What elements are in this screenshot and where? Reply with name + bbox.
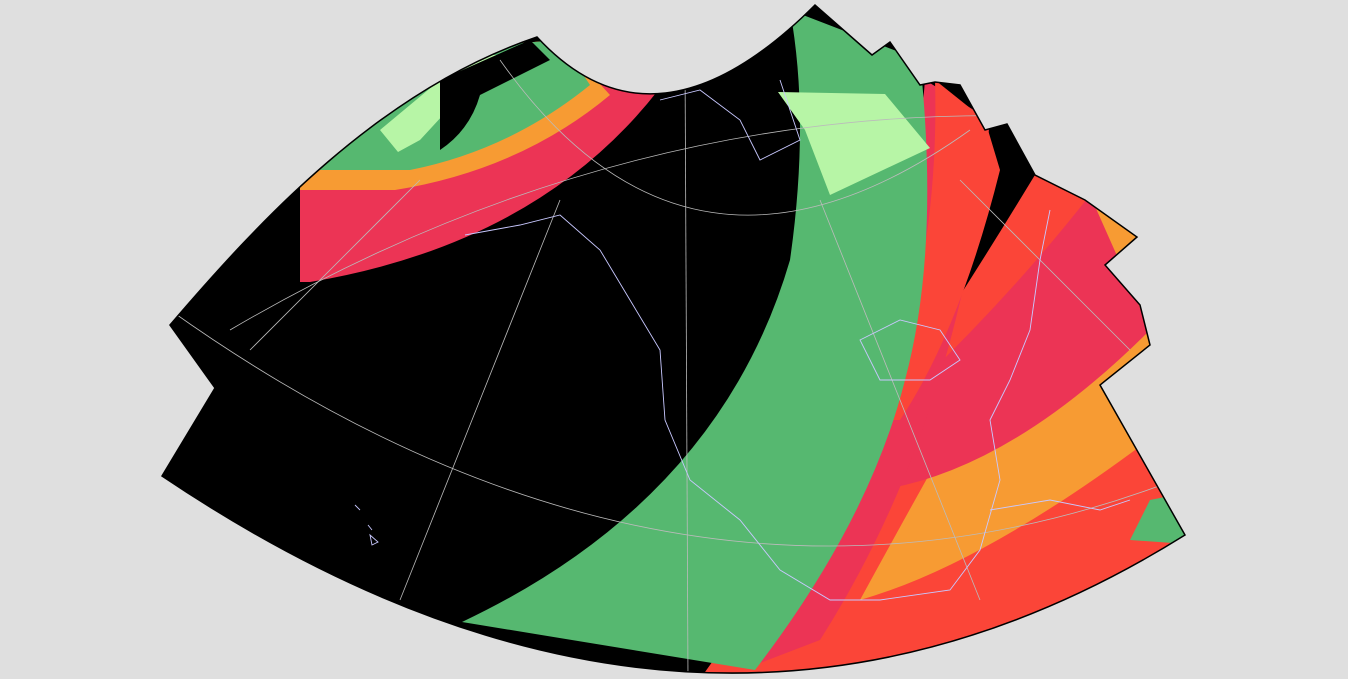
graticule-line	[684, 59, 689, 674]
graticule-line	[249, 179, 421, 351]
graticule-line	[499, 59, 971, 216]
band-light	[380, 55, 545, 152]
graticule-line	[959, 179, 1131, 351]
dark-wedge	[440, 40, 550, 150]
coast	[464, 209, 1051, 601]
band-light-2	[778, 92, 930, 195]
band-green-main	[462, 10, 928, 670]
graticule-line	[819, 199, 981, 601]
lakes	[859, 319, 961, 381]
graticule-line	[399, 199, 561, 601]
band-crimson-2	[880, 195, 1150, 490]
graticule	[169, 59, 1185, 674]
hawaii	[354, 504, 379, 546]
islands	[989, 499, 1131, 511]
coast	[659, 79, 801, 161]
coastline	[354, 79, 1131, 601]
map-border	[160, 3, 1187, 674]
